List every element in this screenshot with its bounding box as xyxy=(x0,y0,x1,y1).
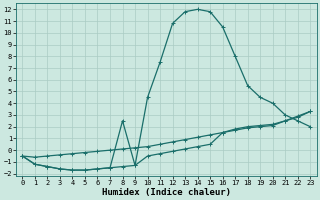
X-axis label: Humidex (Indice chaleur): Humidex (Indice chaleur) xyxy=(102,188,231,197)
